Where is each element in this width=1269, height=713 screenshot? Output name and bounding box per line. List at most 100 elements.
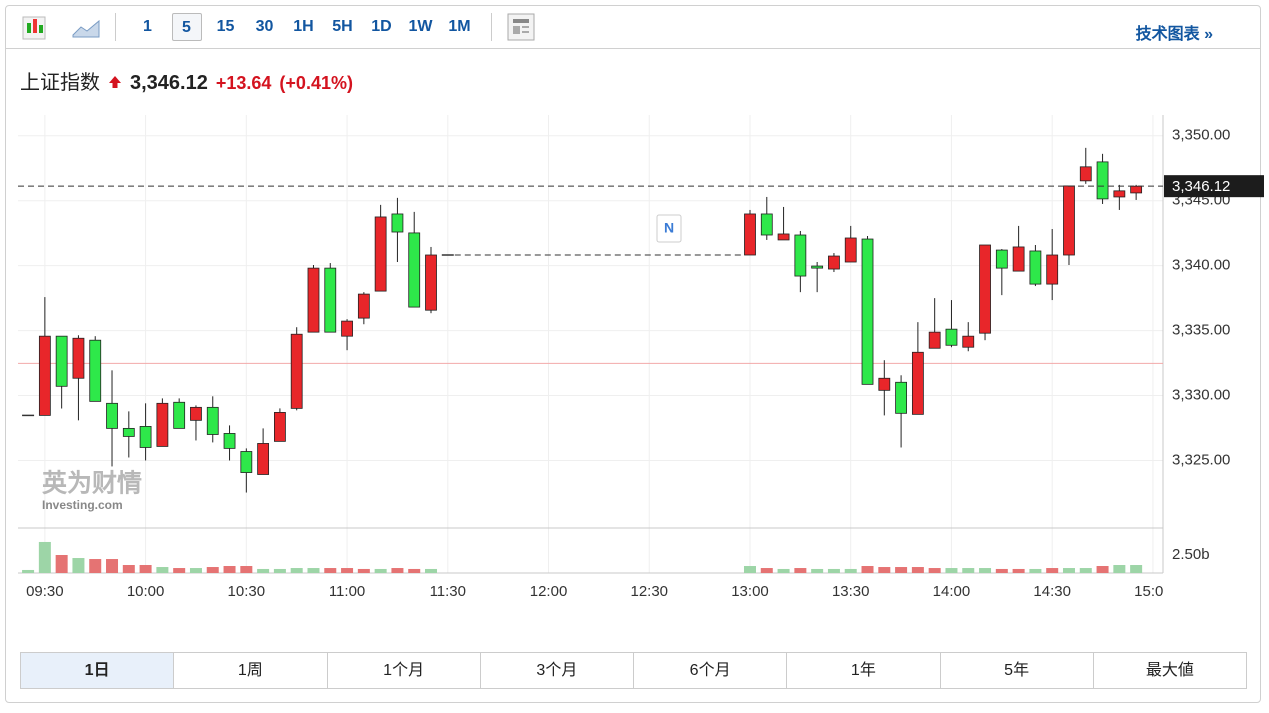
- volume-bar: [962, 568, 975, 573]
- range-button[interactable]: 6个月: [634, 653, 788, 688]
- event-marker: N: [664, 220, 674, 236]
- candle-body: [72, 337, 85, 379]
- range-button[interactable]: 1个月: [328, 653, 481, 688]
- area-icon[interactable]: [67, 5, 107, 49]
- candle-body: [240, 451, 253, 473]
- range-button[interactable]: 1年: [787, 653, 941, 688]
- candle-body: [274, 412, 286, 442]
- last-price: 3,346.12: [130, 72, 208, 94]
- volume-bar: [911, 567, 924, 573]
- volume-bar: [89, 559, 102, 573]
- volume-bar: [106, 559, 119, 573]
- index-name: 上证指数: [20, 72, 100, 94]
- volume-bar: [1130, 565, 1143, 573]
- x-axis: 09:30 10:00 10:30 11:00 11:30 12:00 12:30 13:00…: [26, 583, 1172, 600]
- interval-button[interactable]: 15: [216, 18, 235, 35]
- volume-bar: [827, 568, 840, 573]
- x-tick-label: 11:00: [329, 583, 365, 600]
- change: +13.64: [215, 73, 272, 93]
- interval-button[interactable]: 1M: [448, 18, 471, 35]
- volume-bar: [240, 566, 253, 573]
- range-button[interactable]: 最大値: [1145, 662, 1194, 679]
- volume-bar: [391, 568, 404, 573]
- candle-body: [895, 381, 907, 414]
- last-price-box: [1164, 175, 1264, 198]
- volume-bar: [1046, 568, 1059, 573]
- volume-bar: [324, 568, 337, 573]
- interval-button[interactable]: 5H: [332, 18, 353, 35]
- volume-bar: [1062, 568, 1075, 573]
- candle-body: [206, 406, 219, 435]
- range-button[interactable]: 1周: [174, 653, 328, 688]
- interval-button[interactable]: 1W: [408, 18, 433, 35]
- watermark-site: Investing.com: [42, 498, 123, 512]
- candle-body: [122, 427, 135, 437]
- change-pct: (+0.41%): [279, 73, 353, 93]
- frame: [5, 5, 1261, 703]
- watermark-brand: 英为财情: [42, 470, 142, 498]
- interval-button[interactable]: 5: [171, 13, 202, 41]
- candle-body: [425, 254, 437, 311]
- x-tick-label: 11:30: [430, 583, 466, 600]
- range-button[interactable]: 3个月: [481, 653, 634, 688]
- candle-body: [223, 433, 236, 449]
- volume-bar: [945, 568, 958, 573]
- candle-body: [1029, 250, 1042, 285]
- candle-body: [290, 333, 303, 409]
- volume-bar: [156, 567, 169, 573]
- candle-body: [777, 233, 790, 241]
- interval-button[interactable]: 30: [255, 18, 274, 35]
- candle-body: [324, 267, 337, 333]
- volume-bar: [979, 568, 992, 573]
- volume-bar: [374, 568, 387, 573]
- candle-body: [156, 402, 169, 447]
- y-tick-label: 3,335.00: [1172, 322, 1230, 339]
- range-button[interactable]: 5年: [941, 653, 1094, 688]
- candle-body: [1012, 246, 1025, 272]
- range-button[interactable]: 1日: [21, 653, 175, 688]
- x-tick-label: 09:30: [26, 583, 64, 600]
- up-arrow: [109, 76, 121, 88]
- x-tick-label: 13:00: [731, 583, 769, 600]
- volume-bar: [425, 568, 438, 573]
- candle-body: [878, 377, 891, 391]
- candle-body: [962, 335, 975, 348]
- volume-bar: [55, 555, 68, 573]
- candle-body: [828, 255, 840, 270]
- tech-chart-link[interactable]: 技术图表 »: [1135, 26, 1213, 43]
- candle-icon[interactable]: [15, 5, 55, 49]
- x-tick-label: 15:00: [1134, 583, 1172, 600]
- volume-bar: [307, 568, 320, 573]
- candle-body: [38, 335, 51, 416]
- candle-body: [811, 265, 824, 269]
- interval-button[interactable]: 1H: [293, 18, 314, 35]
- volume-bar: [1029, 568, 1042, 573]
- candle-body: [1079, 166, 1092, 182]
- header: 上证指数 3,346.12 +13.64 (+0.41%): [20, 66, 353, 95]
- candle-body: [257, 443, 270, 475]
- candle-body: [844, 237, 857, 263]
- toolbar: 1 5 15 30 1H 5H 1D 1W 1M 技术图表 »: [5, 5, 1261, 49]
- news-icon[interactable]: [503, 5, 543, 49]
- volume-bar: [189, 568, 202, 573]
- candle-body: [794, 234, 807, 277]
- interval-button[interactable]: 1D: [371, 18, 392, 35]
- range-bar: 1日 1周 1个月 3个月 6个月 1年 5年 最大値: [20, 652, 1247, 689]
- grid: [18, 115, 1163, 573]
- last-price-label: 3,346.12: [1172, 178, 1230, 195]
- event-marker-box: [656, 214, 682, 243]
- volume-bar: [290, 568, 303, 573]
- candle-body: [391, 213, 404, 233]
- volume-bar: [173, 568, 186, 573]
- interval-button[interactable]: 1: [143, 18, 152, 35]
- volume-bar: [257, 568, 270, 573]
- y-tick-label: 3,350.00: [1172, 127, 1230, 144]
- candle-body: [760, 213, 773, 236]
- candle-body: [139, 426, 152, 448]
- candle-body: [55, 335, 68, 387]
- volume-bar: [844, 568, 857, 573]
- candle-body: [1130, 185, 1143, 194]
- candle-body: [1063, 185, 1075, 256]
- candle-body: [1113, 190, 1126, 198]
